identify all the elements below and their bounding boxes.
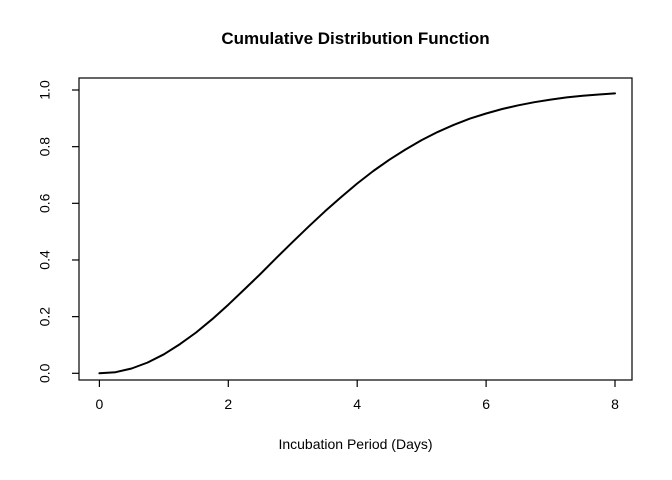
cdf-curve	[98, 92, 616, 375]
y-tick-label: 0.0	[37, 363, 53, 383]
y-tick-label: 0.2	[37, 307, 53, 327]
x-tick-label: 0	[96, 396, 104, 412]
plot-box	[78, 77, 633, 381]
y-tick-label: 1.0	[37, 80, 53, 100]
x-tick-label: 4	[353, 396, 361, 412]
y-axis-ticks: 0.0 0.2 0.4 0.6 0.8 1.0	[37, 80, 79, 383]
x-tick-label: 8	[611, 396, 619, 412]
y-tick-label: 0.6	[37, 193, 53, 213]
x-tick-label: 6	[482, 396, 490, 412]
y-tick-label: 0.8	[37, 137, 53, 157]
x-axis-ticks: 0 2 4 6 8	[96, 380, 619, 412]
y-tick-label: 0.4	[37, 250, 53, 270]
chart-title: Cumulative Distribution Function	[221, 29, 489, 48]
x-tick-label: 2	[224, 396, 232, 412]
x-axis-label: Incubation Period (Days)	[278, 436, 432, 452]
